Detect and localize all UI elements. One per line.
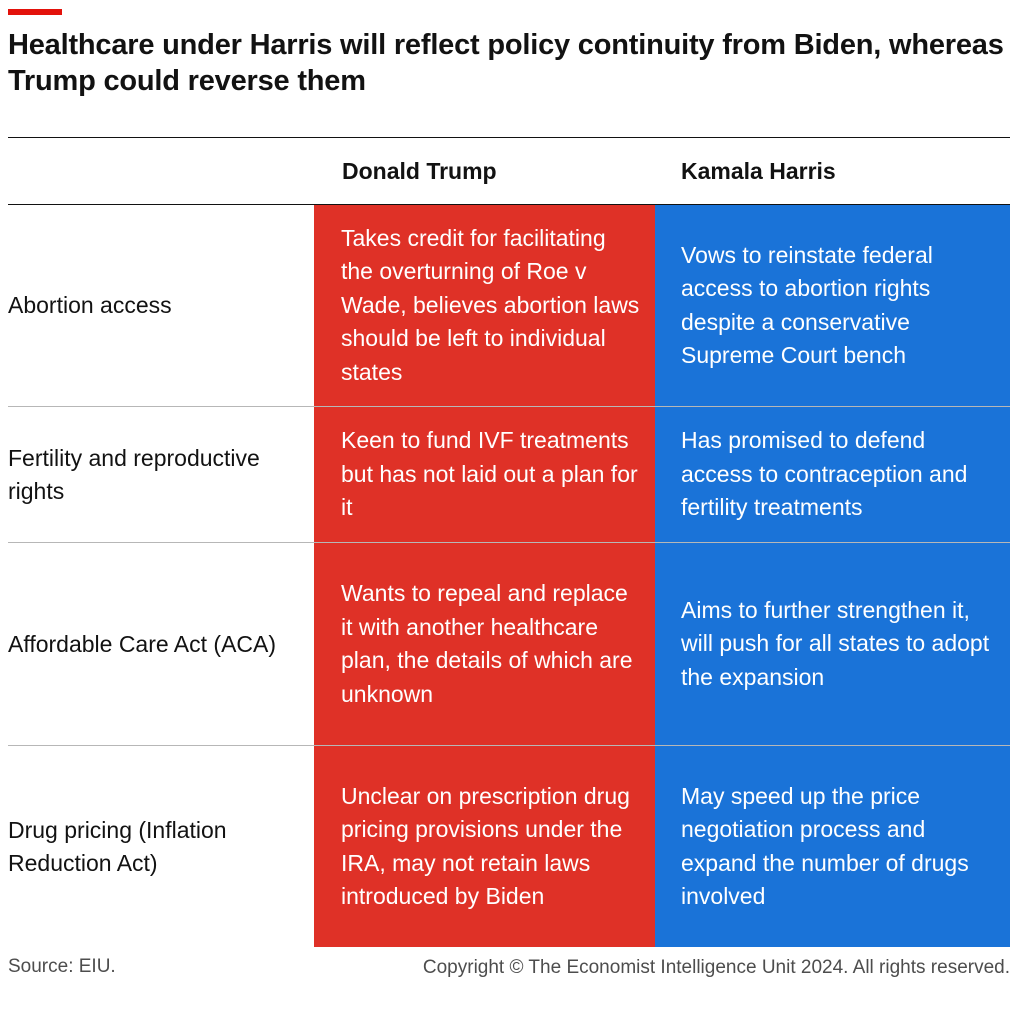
row-label-abortion: Abortion access [8, 292, 172, 318]
row-label-aca: Affordable Care Act (ACA) [8, 630, 277, 657]
harris-cell-abortion: Vows to reinstate federal access to abor… [655, 205, 1010, 406]
comparison-table: Donald Trump Kamala Harris Abortion acce… [8, 137, 1010, 947]
column-header-harris: Kamala Harris [681, 158, 836, 184]
harris-cell-drug-pricing: May speed up the price negotiation proce… [655, 746, 1010, 947]
trump-cell-aca: Wants to repeal and replace it with anot… [314, 543, 655, 745]
page-title: Healthcare under Harris will reflect pol… [8, 29, 1004, 97]
table-row: Abortion access Takes credit for facilit… [8, 205, 1010, 407]
trump-cell-abortion: Takes credit for facilitating the overtu… [314, 205, 655, 406]
accent-bar [8, 9, 62, 15]
trump-cell-fertility: Keen to fund IVF treatments but has not … [314, 407, 655, 542]
row-label-drug-pricing: Drug pricing (Inflation Reduction Act) [8, 816, 227, 876]
table-row: Fertility and reproductive rights Keen t… [8, 407, 1010, 543]
copyright-note: Copyright © The Economist Intelligence U… [422, 957, 1010, 978]
trump-cell-drug-pricing: Unclear on prescription drug pricing pro… [314, 746, 655, 947]
source-note: Source: EIU. [8, 956, 116, 977]
harris-cell-aca: Aims to further strengthen it, will push… [655, 543, 1010, 745]
row-label-fertility: Fertility and reproductive rights [8, 444, 260, 504]
table-header-row: Donald Trump Kamala Harris [8, 138, 1010, 205]
harris-cell-fertility: Has promised to defend access to contrac… [655, 407, 1010, 542]
column-header-trump: Donald Trump [342, 158, 497, 184]
table-row: Drug pricing (Inflation Reduction Act) U… [8, 746, 1010, 947]
table-row: Affordable Care Act (ACA) Wants to repea… [8, 543, 1010, 746]
